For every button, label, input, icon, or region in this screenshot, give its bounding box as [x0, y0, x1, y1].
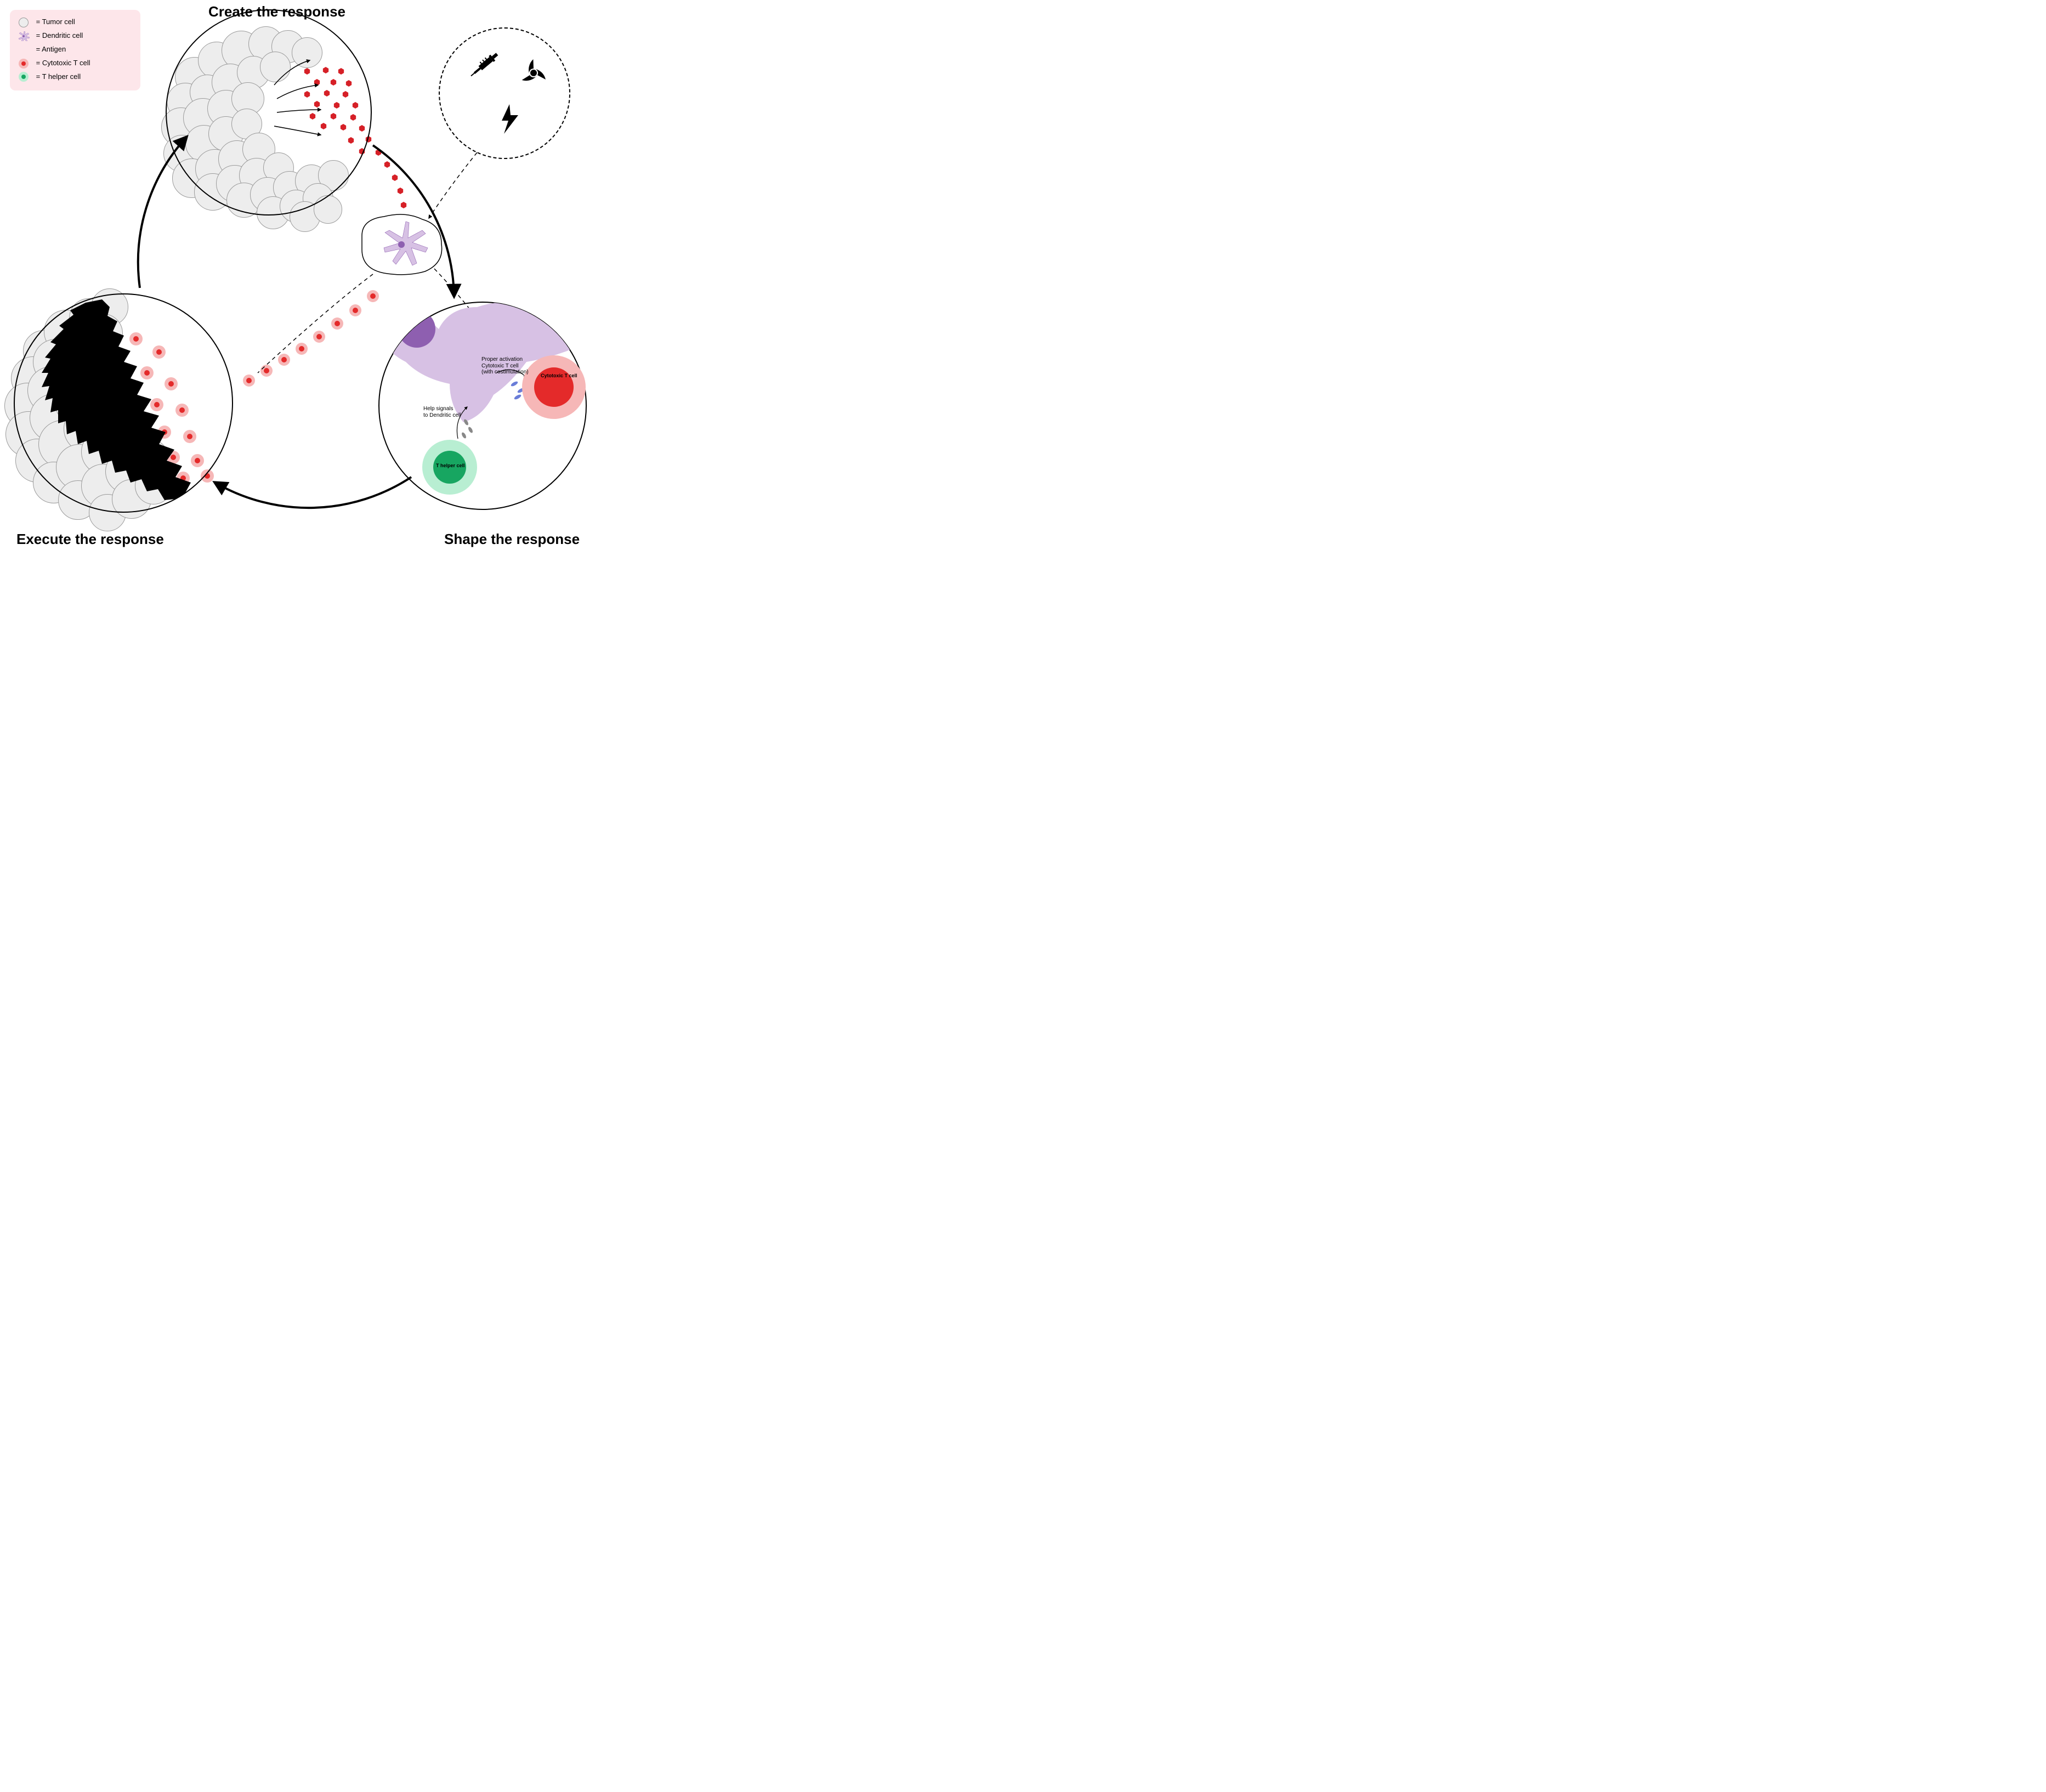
cytotoxic-tcell — [411, 236, 422, 247]
cytotoxic-tcell — [296, 343, 308, 355]
antigen — [397, 188, 404, 194]
antigen — [400, 202, 407, 208]
cytotoxic-tcell — [278, 354, 290, 366]
dashed-arrow-treatments — [429, 152, 477, 218]
label-cytotoxic-cell: Cytotoxic T cell — [541, 373, 577, 378]
legend-item-thelper: = T helper cell — [18, 70, 133, 84]
thelper-cell — [389, 252, 400, 263]
antigen — [386, 219, 393, 226]
cytotoxic-tcell — [331, 317, 343, 330]
antigen — [411, 224, 418, 230]
panel-create — [166, 9, 372, 216]
antigen — [404, 220, 410, 227]
dashed-arrow-to-execute — [258, 274, 373, 373]
cytotoxic-tcell — [313, 331, 325, 343]
title-shape: Shape the response — [444, 531, 580, 548]
label-help-signals: Help signalsto Dendritic cell — [423, 406, 461, 418]
legend-label: = T helper cell — [36, 72, 81, 81]
antigen — [399, 227, 406, 234]
antigen — [390, 228, 397, 235]
antigen — [384, 161, 390, 168]
title-execute: Execute the response — [16, 531, 164, 548]
legend-item-tumor: = Tumor cell — [18, 15, 133, 29]
treatment-circle — [439, 27, 570, 159]
antigen — [392, 174, 398, 181]
legend-label: = Cytotoxic T cell — [36, 59, 90, 67]
legend-item-antigen: = Antigen — [18, 43, 133, 56]
cytotoxic-tcell-large — [522, 355, 586, 419]
cytotoxic-tcell — [260, 365, 273, 377]
cytotoxic-tcell — [243, 375, 255, 387]
cytotoxic-tcell — [420, 251, 431, 262]
legend-item-dendritic: = Dendritic cell — [18, 29, 133, 43]
label-activation: Proper activationCytotoxic T cell(with c… — [481, 356, 529, 376]
cytotoxic-tcell — [349, 304, 361, 316]
antigen — [375, 149, 382, 156]
label-thelper-cell: T helper cell — [436, 463, 465, 468]
legend-item-cytotoxic: = Cytotoxic T cell — [18, 56, 133, 70]
legend-label: = Dendritic cell — [36, 31, 83, 39]
panel-execute — [14, 293, 233, 513]
diagram-stage: = Tumor cell = Dendritic cell = Antigen … — [0, 0, 631, 553]
cytotoxic-tcell — [367, 290, 379, 302]
antigen — [395, 216, 401, 223]
legend-box: = Tumor cell = Dendritic cell = Antigen … — [10, 10, 140, 90]
legend-label: = Tumor cell — [36, 18, 75, 26]
legend-label: = Antigen — [36, 45, 66, 53]
thelper-cell — [374, 240, 385, 251]
